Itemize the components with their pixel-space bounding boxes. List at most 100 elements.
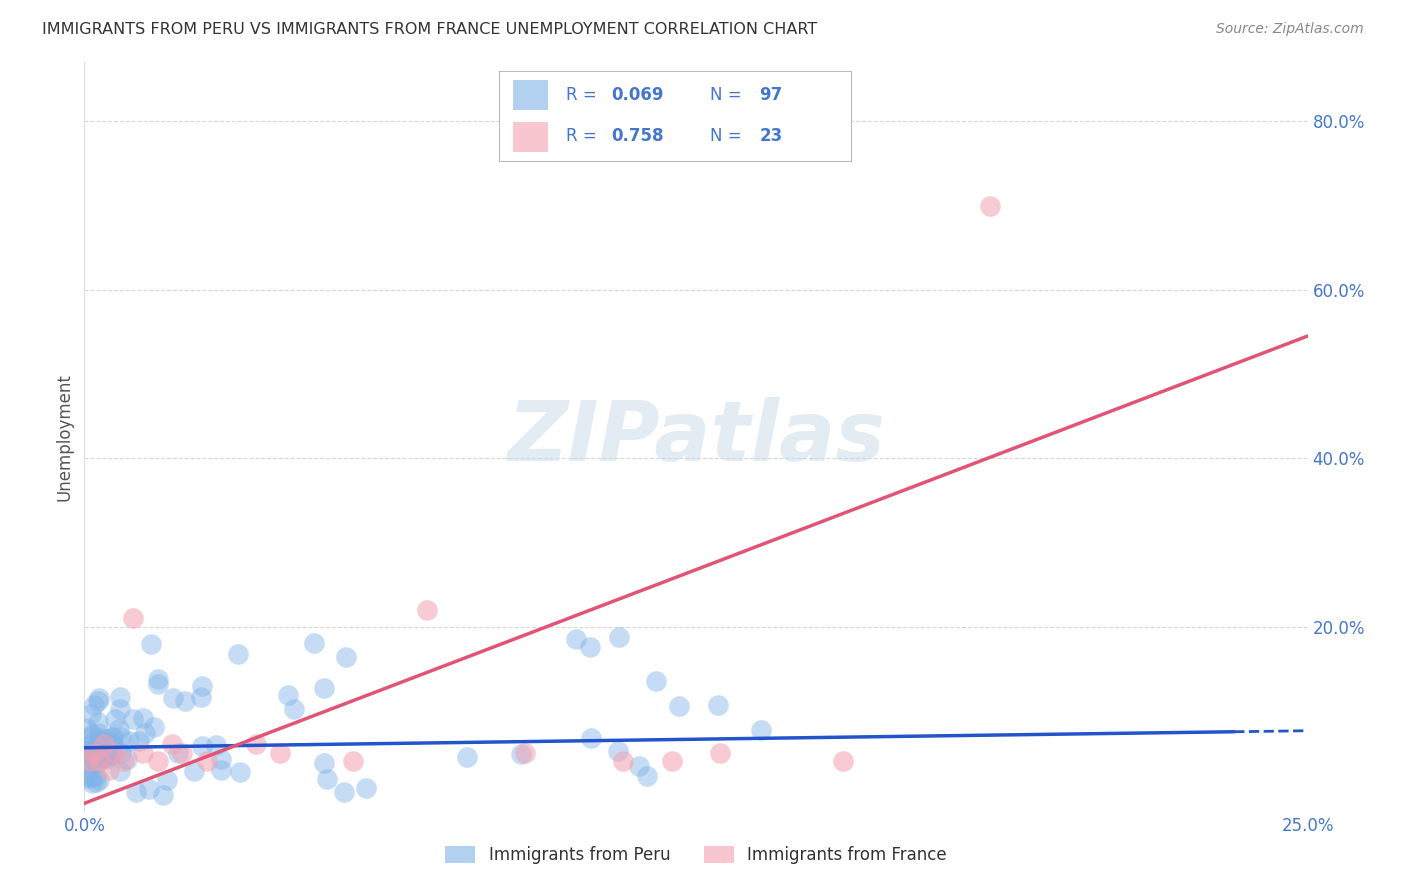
Point — [83, 698, 105, 713]
Point — [146, 677, 169, 691]
Point — [77, 754, 100, 768]
Point — [191, 739, 214, 754]
Point — [269, 746, 291, 760]
Point — [191, 679, 214, 693]
Point — [97, 763, 120, 777]
Point — [87, 726, 110, 740]
Point — [146, 754, 169, 768]
Point — [637, 769, 659, 783]
Point — [316, 772, 339, 787]
Point — [564, 632, 586, 647]
Point — [172, 746, 194, 760]
Point — [75, 745, 97, 759]
Point — [342, 754, 364, 768]
Point — [110, 746, 132, 760]
Text: 23: 23 — [759, 128, 783, 145]
Point — [87, 754, 110, 768]
Point — [226, 647, 249, 661]
Point — [152, 788, 174, 802]
Point — [80, 706, 103, 721]
Point — [277, 689, 299, 703]
Point — [86, 737, 108, 751]
Point — [84, 769, 107, 783]
Point — [84, 756, 107, 771]
Point — [979, 198, 1001, 212]
Point — [87, 691, 110, 706]
Y-axis label: Unemployment: Unemployment — [55, 373, 73, 501]
Point — [245, 737, 267, 751]
Point — [143, 721, 166, 735]
Point — [103, 746, 125, 760]
Point — [118, 734, 141, 748]
Point — [709, 746, 731, 760]
Point — [146, 672, 169, 686]
Point — [661, 754, 683, 768]
Point — [229, 764, 252, 779]
Point — [96, 747, 118, 762]
Point — [80, 737, 103, 751]
Point — [627, 758, 650, 772]
Point — [211, 752, 233, 766]
Point — [174, 694, 197, 708]
Text: 0.758: 0.758 — [612, 128, 664, 145]
Point — [89, 731, 111, 745]
Point — [333, 785, 356, 799]
Point — [115, 751, 138, 765]
Point — [302, 636, 325, 650]
Point — [190, 690, 212, 704]
Point — [121, 712, 143, 726]
Point — [87, 739, 110, 754]
Point — [706, 698, 728, 712]
Point — [607, 630, 630, 644]
Point — [108, 702, 131, 716]
Point — [79, 749, 101, 764]
Point — [91, 747, 114, 762]
Text: R =: R = — [565, 86, 602, 103]
Point — [579, 731, 602, 745]
Text: N =: N = — [710, 86, 747, 103]
Text: 0.069: 0.069 — [612, 86, 664, 103]
Point — [79, 759, 101, 773]
Point — [335, 650, 357, 665]
Point — [749, 723, 772, 737]
Point — [82, 729, 104, 743]
Point — [125, 785, 148, 799]
Point — [108, 722, 131, 736]
Point — [831, 754, 853, 768]
Point — [76, 769, 98, 783]
Point — [134, 725, 156, 739]
Point — [101, 738, 124, 752]
Text: Source: ZipAtlas.com: Source: ZipAtlas.com — [1216, 22, 1364, 37]
Point — [112, 754, 135, 768]
Bar — [513, 122, 548, 152]
Point — [82, 750, 104, 764]
Point — [110, 764, 132, 778]
Point — [132, 746, 155, 760]
Point — [416, 602, 439, 616]
Point — [76, 744, 98, 758]
Point — [87, 714, 110, 729]
Point — [645, 673, 668, 688]
Point — [82, 776, 104, 790]
Point — [103, 731, 125, 746]
Point — [90, 733, 112, 747]
Point — [83, 746, 105, 760]
Point — [138, 782, 160, 797]
Bar — [513, 80, 548, 110]
Point — [509, 747, 531, 761]
Point — [607, 744, 630, 758]
Point — [91, 751, 114, 765]
Point — [110, 730, 132, 744]
Point — [87, 694, 110, 708]
Point — [205, 738, 228, 752]
Point — [96, 752, 118, 766]
Point — [195, 754, 218, 768]
Point — [139, 637, 162, 651]
Point — [183, 764, 205, 779]
Point — [122, 611, 145, 625]
Point — [91, 751, 114, 765]
Point — [80, 770, 103, 784]
Point — [209, 764, 232, 778]
Point — [668, 698, 690, 713]
Point — [91, 750, 114, 764]
